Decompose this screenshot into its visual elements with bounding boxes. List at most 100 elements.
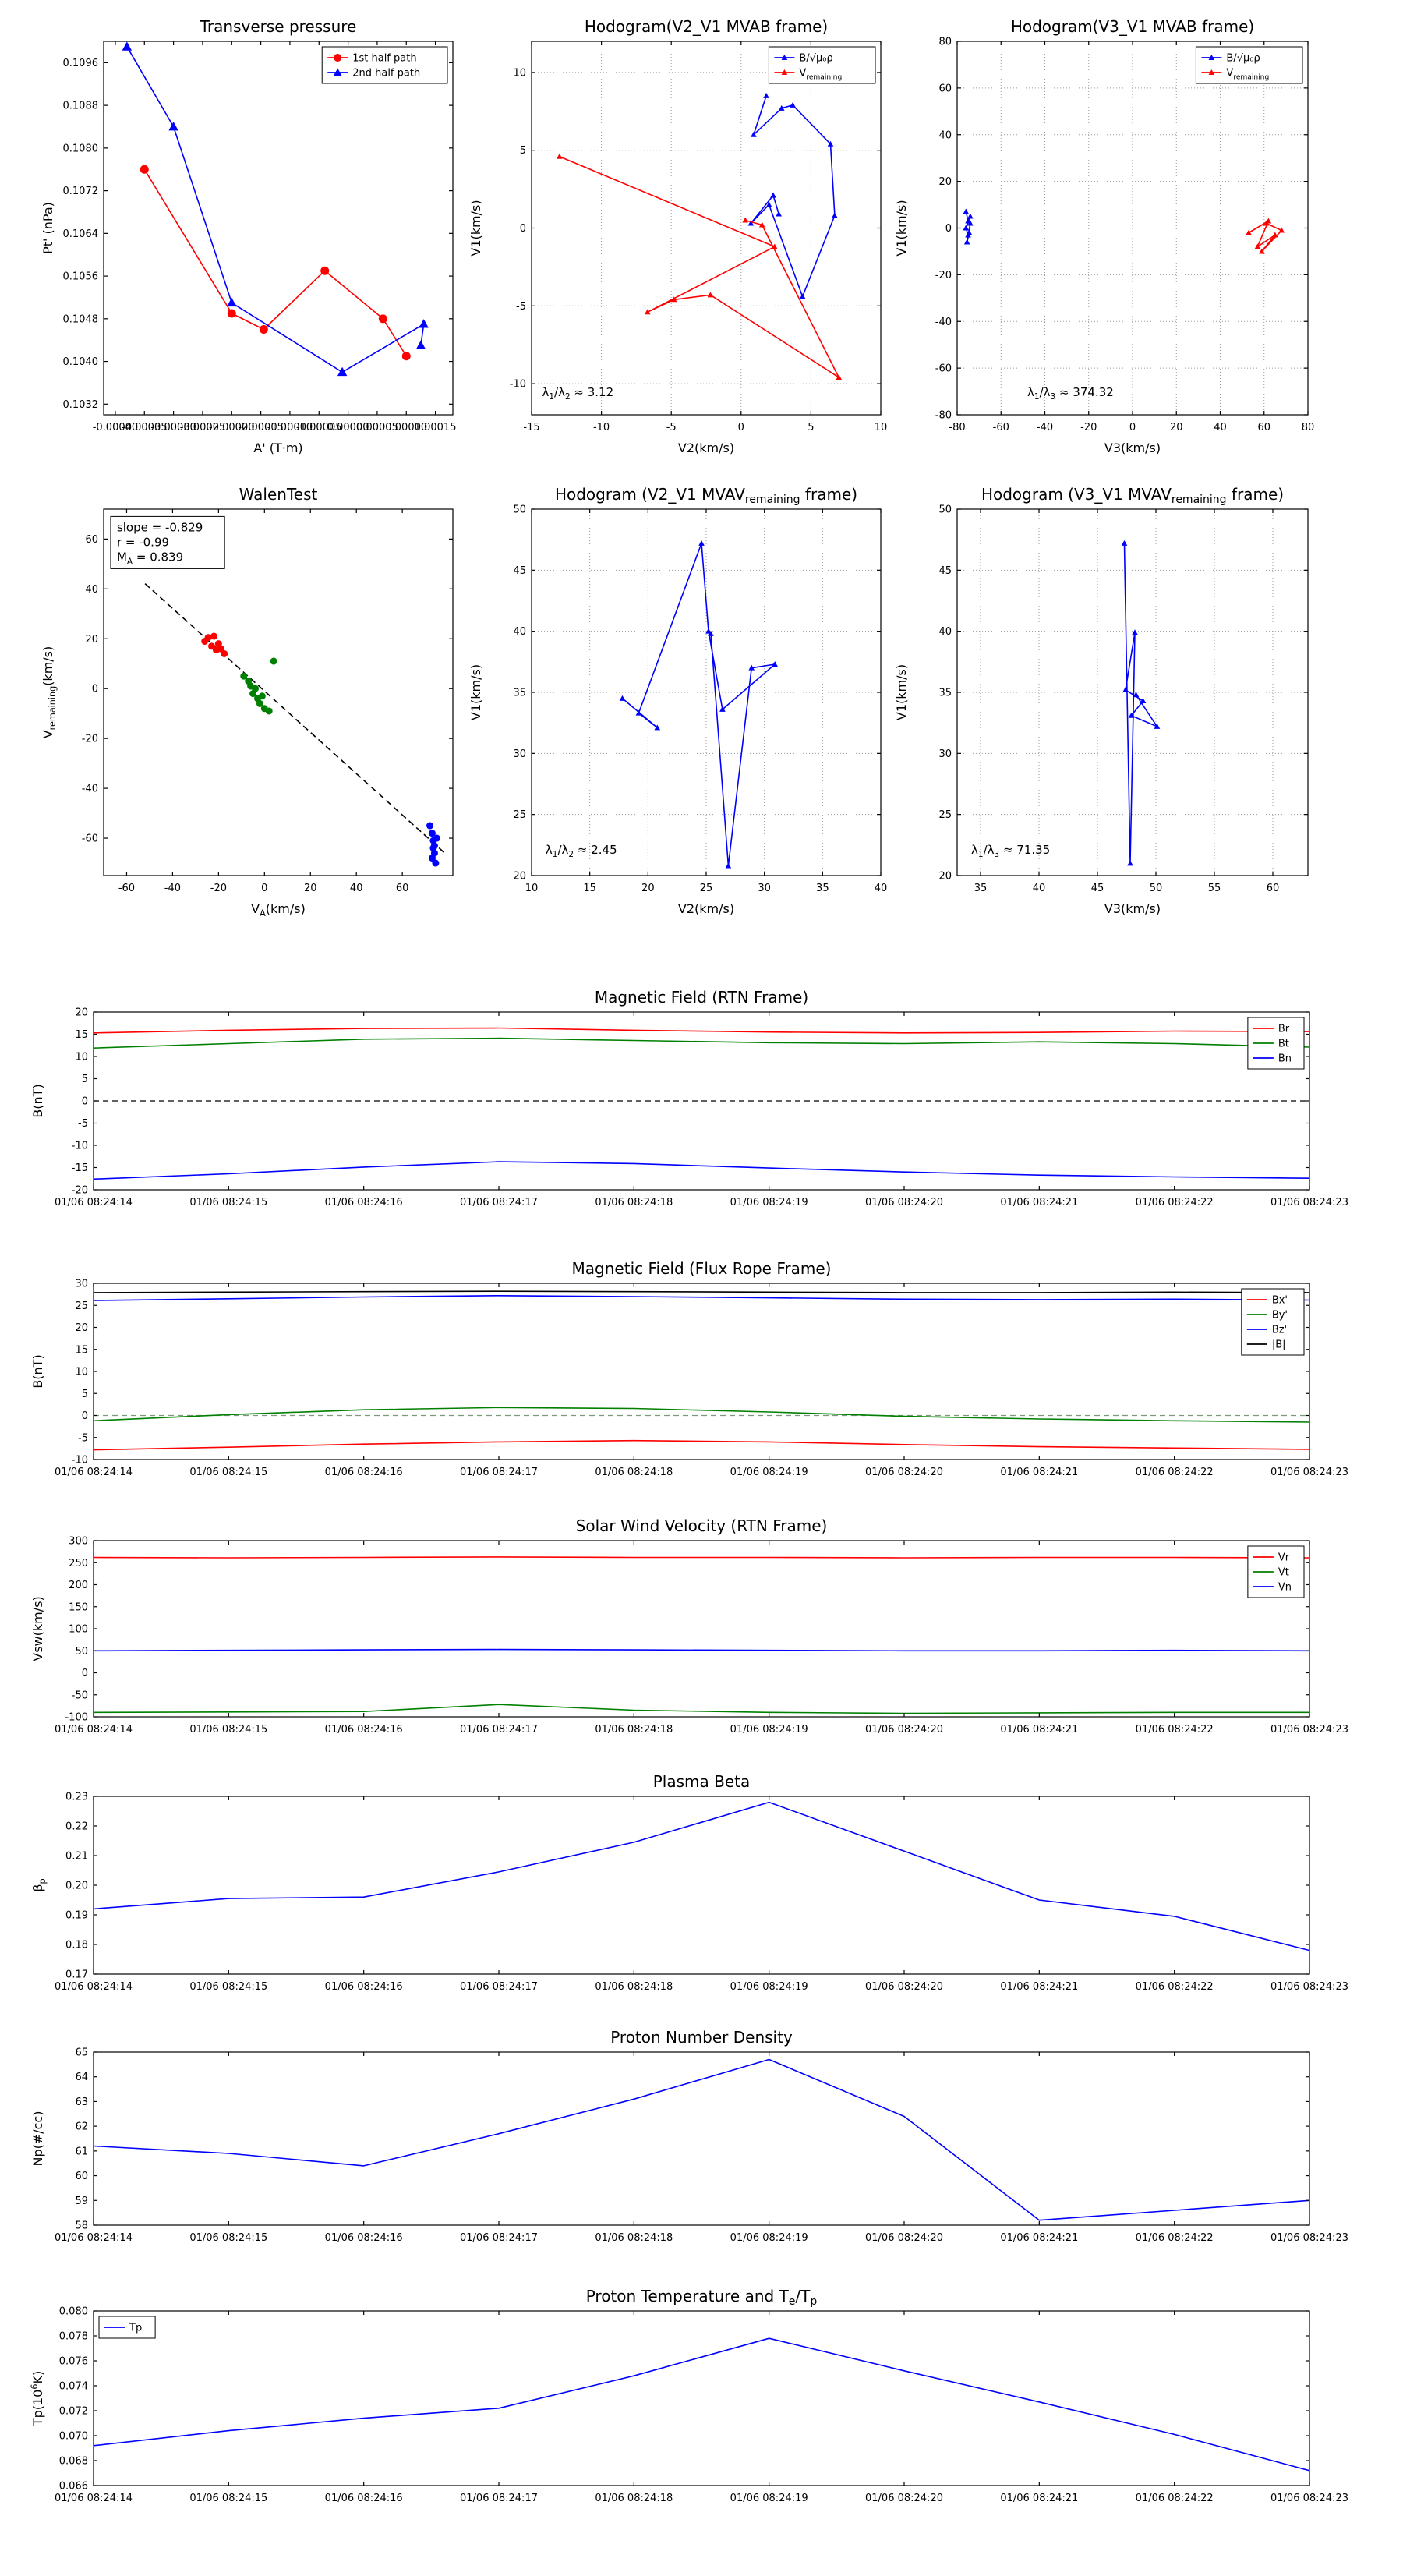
svg-text:60: 60 [1257,422,1270,433]
svg-text:0.00000: 0.00000 [327,422,369,433]
svg-text:01/06 08:24:18: 01/06 08:24:18 [595,1724,673,1736]
svg-text:01/06 08:24:23: 01/06 08:24:23 [1270,2493,1348,2504]
svg-text:0.1056: 0.1056 [63,271,99,283]
svg-text:01/06 08:24:23: 01/06 08:24:23 [1270,1981,1348,1993]
svg-text:60: 60 [75,2171,88,2182]
svg-text:-40: -40 [164,883,181,894]
svg-text:Plasma Beta: Plasma Beta [653,1772,751,1791]
svg-text:V1(km/s): V1(km/s) [468,664,483,720]
svg-text:0.1088: 0.1088 [63,101,99,112]
svg-text:-5: -5 [78,1118,88,1130]
svg-text:0.19: 0.19 [65,1910,88,1922]
svg-text:Hodogram(V2_V1 MVAB frame): Hodogram(V2_V1 MVAB frame) [585,17,828,36]
svg-text:45: 45 [1091,883,1104,894]
svg-text:λ1/λ2 ≈ 2.45: λ1/λ2 ≈ 2.45 [546,843,617,859]
svg-text:01/06 08:24:14: 01/06 08:24:14 [55,1981,133,1993]
svg-text:25: 25 [700,883,713,894]
svg-text:0: 0 [82,1410,88,1422]
svg-text:01/06 08:24:21: 01/06 08:24:21 [1000,2493,1078,2504]
svg-text:30: 30 [938,748,952,760]
svg-text:20: 20 [513,871,526,883]
svg-text:Tp: Tp [129,2323,142,2334]
svg-text:slope = -0.829: slope = -0.829 [117,520,203,534]
svg-text:01/06 08:24:19: 01/06 08:24:19 [730,1724,808,1736]
series-proton-temp [93,2337,1310,2472]
svg-text:60: 60 [938,83,952,94]
svg-text:V2(km/s): V2(km/s) [678,441,734,455]
svg-text:Transverse pressure: Transverse pressure [200,17,357,36]
chart-plasma-beta: 01/06 08:24:14 01/06 08:24:15 01/06 08:24:… [30,1772,1348,1993]
svg-text:-10: -10 [72,1141,88,1152]
svg-text:40: 40 [875,883,888,894]
chart-hodogram-v2v1-mvav: 10 15 20 25 30 35 40 20 25 30 35 40 45 50 Hodogram (V2… [468,485,887,916]
chart-proton-density: 01/06 08:24:14 01/06 08:24:15 01/06 08:24:… [30,2028,1348,2244]
svg-text:0.22: 0.22 [65,1821,88,1833]
svg-text:20: 20 [85,634,98,646]
svg-text:0.21: 0.21 [65,1851,88,1863]
svg-text:-15: -15 [72,1162,88,1174]
svg-text:V3(km/s): V3(km/s) [1104,901,1161,916]
legend-b-fluxrope: Bx' By' Bz' |B| [1241,1288,1305,1356]
series-transverse-pressure [122,41,429,377]
svg-text:01/06 08:24:20: 01/06 08:24:20 [865,2232,943,2244]
chart-hodogram-v3v1-mvab: -80 -60 -40 -20 0 20 40 60 80 -80 -60 -40 -20 0 20 40 60… [894,17,1314,455]
svg-text:30: 30 [75,1279,88,1290]
svg-text:Magnetic Field (RTN Frame): Magnetic Field (RTN Frame) [595,988,808,1007]
svg-text:01/06 08:24:16: 01/06 08:24:16 [325,1724,403,1736]
svg-text:Hodogram (V2_V1 MVAVremaining: Hodogram (V2_V1 MVAVremaining frame) [555,485,857,506]
svg-text:Bx': Bx' [1272,1295,1288,1307]
svg-text:58: 58 [75,2220,88,2232]
svg-text:-60: -60 [118,883,135,894]
svg-text:20: 20 [75,1322,88,1334]
svg-text:-10: -10 [593,422,610,433]
svg-text:01/06 08:24:14: 01/06 08:24:14 [55,1467,133,1478]
chart-hodogram-v2v1-mvab: -15 -10 -5 0 5 10 -10 -5 0 5 10 Hodogram(V2_V1 MVAB… [468,17,887,455]
series-walen-test [144,583,444,867]
svg-text:01/06 08:24:16: 01/06 08:24:16 [325,2232,403,2244]
legend-b-rtn: Br Bt Bn [1247,1017,1305,1070]
svg-text:01/06 08:24:19: 01/06 08:24:19 [730,2493,808,2504]
svg-text:01/06 08:24:14: 01/06 08:24:14 [55,2493,133,2504]
svg-text:-20: -20 [82,734,98,745]
svg-text:-80: -80 [935,410,952,422]
svg-text:01/06 08:24:14: 01/06 08:24:14 [55,1724,133,1736]
svg-text:01/06 08:24:17: 01/06 08:24:17 [460,1467,538,1478]
svg-text:01/06 08:24:14: 01/06 08:24:14 [55,1197,133,1208]
svg-text:-10: -10 [72,1455,88,1467]
svg-text:45: 45 [938,565,952,577]
svg-text:Proton Temperature and Te/Tp: Proton Temperature and Te/Tp [586,2287,818,2308]
svg-text:Vremaining: Vremaining [799,68,842,82]
legend-transverse-pressure: 1st half path 2nd half path [321,46,448,84]
series-hodogram-v3v1-mvab [963,208,1285,254]
svg-text:01/06 08:24:17: 01/06 08:24:17 [460,1197,538,1208]
svg-text:-60: -60 [993,422,1009,433]
svg-text:0.078: 0.078 [59,2331,88,2343]
svg-text:01/06 08:24:15: 01/06 08:24:15 [189,1467,267,1478]
svg-text:01/06 08:24:22: 01/06 08:24:22 [1136,2493,1214,2504]
series-proton-density [93,2058,1310,2221]
svg-text:By': By' [1272,1310,1288,1322]
svg-text:0.066: 0.066 [59,2481,88,2493]
svg-text:20: 20 [75,1007,88,1019]
svg-text:10: 10 [525,883,539,894]
svg-text:MA = 0.839: MA = 0.839 [117,550,183,566]
svg-text:60: 60 [1267,883,1280,894]
svg-text:V1(km/s): V1(km/s) [894,200,909,256]
svg-text:-60: -60 [935,363,952,375]
svg-text:01/06 08:24:15: 01/06 08:24:15 [189,2232,267,2244]
svg-text:-0.00030: -0.00030 [150,422,196,433]
svg-text:01/06 08:24:23: 01/06 08:24:23 [1270,1197,1348,1208]
svg-text:25: 25 [513,809,526,821]
svg-text:50: 50 [513,504,526,516]
svg-text:01/06 08:24:17: 01/06 08:24:17 [460,2493,538,2504]
svg-text:-80: -80 [949,422,965,433]
svg-text:10: 10 [75,1367,88,1378]
svg-text:25: 25 [938,809,952,821]
svg-text:150: 150 [69,1601,88,1613]
svg-text:01/06 08:24:22: 01/06 08:24:22 [1136,1724,1214,1736]
svg-text:-20: -20 [1080,422,1097,433]
svg-text:5: 5 [82,1389,88,1400]
svg-text:40: 40 [1214,422,1227,433]
